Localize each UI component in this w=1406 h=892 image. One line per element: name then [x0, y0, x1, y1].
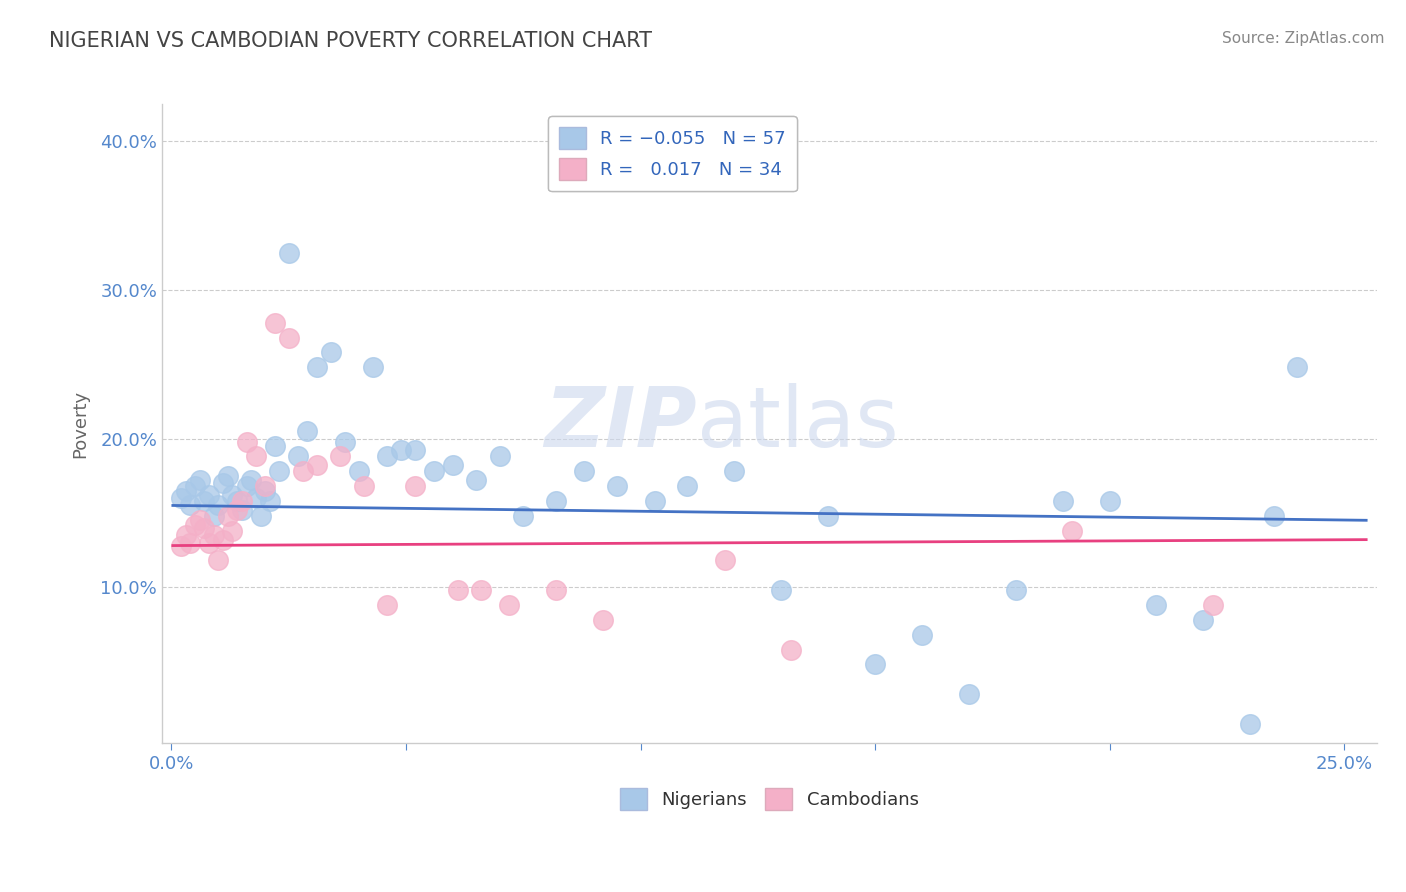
Point	[305, 360, 328, 375]
Point	[957, 687, 980, 701]
Point	[277, 245, 299, 260]
Point	[817, 508, 839, 523]
Point	[1286, 360, 1309, 375]
Point	[170, 491, 193, 505]
Point	[546, 494, 568, 508]
Point	[207, 553, 229, 567]
Point	[202, 508, 225, 523]
Point	[1098, 494, 1121, 508]
Point	[254, 479, 277, 493]
Legend: Nigerians, Cambodians: Nigerians, Cambodians	[613, 780, 927, 817]
Point	[217, 508, 239, 523]
Point	[212, 533, 235, 547]
Point	[546, 583, 568, 598]
Point	[269, 464, 291, 478]
Point	[202, 528, 225, 542]
Point	[1146, 598, 1168, 612]
Point	[498, 598, 520, 612]
Point	[259, 494, 281, 508]
Point	[389, 443, 412, 458]
Point	[263, 316, 285, 330]
Point	[207, 499, 229, 513]
Point	[198, 488, 221, 502]
Point	[488, 450, 510, 464]
Point	[297, 424, 319, 438]
Point	[375, 450, 398, 464]
Point	[287, 450, 309, 464]
Point	[231, 494, 253, 508]
Point	[291, 464, 314, 478]
Point	[319, 345, 342, 359]
Point	[470, 583, 492, 598]
Point	[911, 628, 934, 642]
Point	[179, 499, 201, 513]
Text: Source: ZipAtlas.com: Source: ZipAtlas.com	[1222, 31, 1385, 46]
Point	[714, 553, 737, 567]
Point	[644, 494, 666, 508]
Point	[240, 473, 263, 487]
Point	[217, 468, 239, 483]
Point	[770, 583, 793, 598]
Point	[193, 521, 215, 535]
Point	[231, 503, 253, 517]
Point	[184, 517, 207, 532]
Point	[353, 479, 375, 493]
Point	[779, 642, 801, 657]
Point	[361, 360, 384, 375]
Point	[254, 483, 277, 498]
Point	[592, 613, 614, 627]
Point	[1192, 613, 1215, 627]
Point	[263, 439, 285, 453]
Point	[1004, 583, 1026, 598]
Point	[235, 479, 257, 493]
Point	[193, 494, 215, 508]
Point	[174, 528, 197, 542]
Point	[329, 450, 352, 464]
Point	[404, 443, 426, 458]
Point	[423, 464, 446, 478]
Point	[465, 473, 488, 487]
Point	[174, 483, 197, 498]
Point	[221, 524, 243, 538]
Point	[226, 503, 249, 517]
Point	[245, 450, 267, 464]
Point	[574, 464, 596, 478]
Point	[1263, 508, 1285, 523]
Point	[1202, 598, 1225, 612]
Point	[179, 535, 201, 549]
Text: ZIP: ZIP	[544, 384, 696, 464]
Point	[441, 458, 464, 473]
Point	[606, 479, 628, 493]
Point	[245, 491, 267, 505]
Y-axis label: Poverty: Poverty	[72, 390, 89, 458]
Point	[188, 513, 211, 527]
Point	[1052, 494, 1074, 508]
Point	[184, 479, 207, 493]
Point	[221, 488, 243, 502]
Point	[235, 434, 257, 449]
Point	[347, 464, 370, 478]
Point	[249, 508, 271, 523]
Point	[375, 598, 398, 612]
Point	[1239, 717, 1261, 731]
Point	[188, 473, 211, 487]
Point	[446, 583, 468, 598]
Point	[305, 458, 328, 473]
Point	[277, 330, 299, 344]
Text: atlas: atlas	[696, 384, 898, 464]
Point	[512, 508, 534, 523]
Text: NIGERIAN VS CAMBODIAN POVERTY CORRELATION CHART: NIGERIAN VS CAMBODIAN POVERTY CORRELATIO…	[49, 31, 652, 51]
Point	[863, 657, 886, 672]
Point	[723, 464, 745, 478]
Point	[676, 479, 699, 493]
Point	[1060, 524, 1083, 538]
Point	[226, 494, 249, 508]
Point	[198, 535, 221, 549]
Point	[212, 476, 235, 491]
Point	[404, 479, 426, 493]
Point	[333, 434, 356, 449]
Point	[170, 539, 193, 553]
